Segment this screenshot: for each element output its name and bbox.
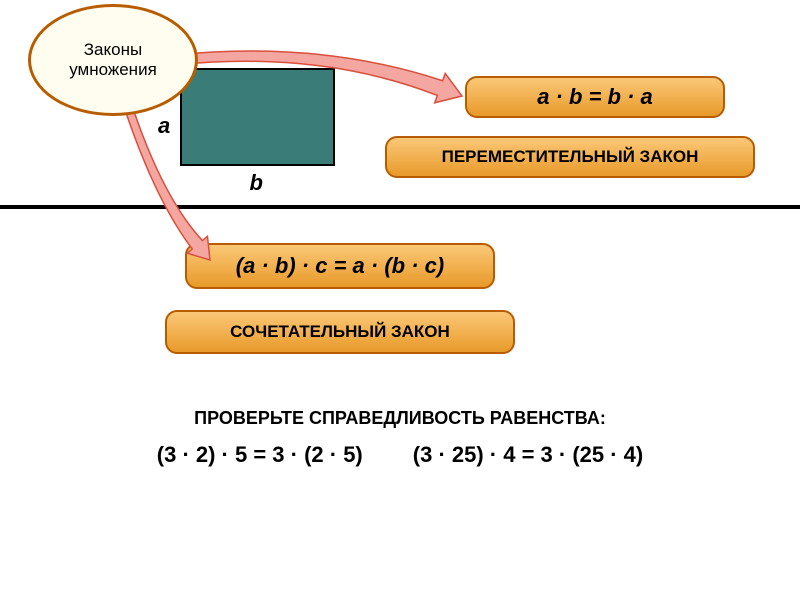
laws-callout: Законы умножения [28,4,198,116]
laws-callout-text: Законы умножения [47,40,179,80]
